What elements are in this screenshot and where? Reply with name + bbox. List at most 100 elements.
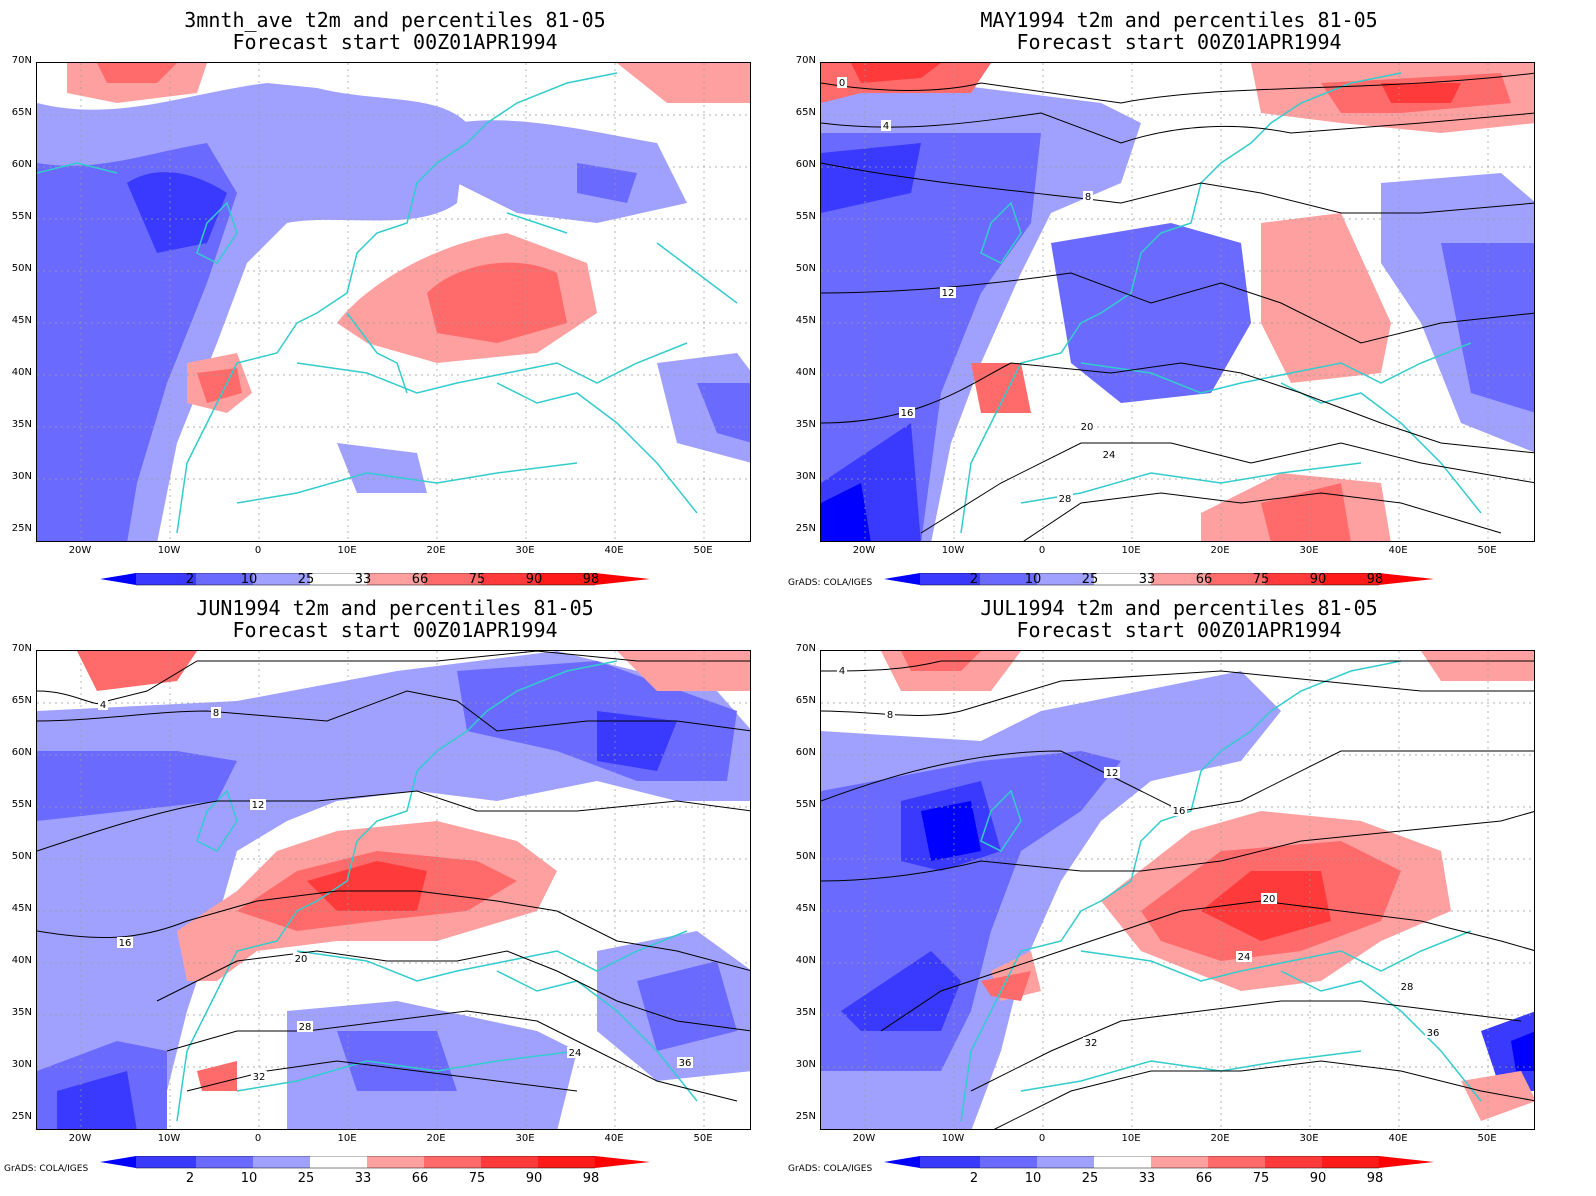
lat-label: 50N [795,263,816,274]
colorbar-label: 25 [1081,1171,1099,1186]
colorbar-label: 98 [582,572,600,587]
lon-label: 20W [68,545,92,556]
lat-label: 25N [11,523,32,534]
lon-label: 10W [157,1133,181,1144]
lat-label: 50N [11,851,32,862]
colorbar-label: 25 [1081,572,1099,587]
contour-label: 36 [679,1058,692,1069]
lon-label: 50E [1477,545,1497,556]
lon-label: 20E [1210,545,1230,556]
colorbar-label: 25 [297,572,315,587]
contour-label: 16 [119,938,132,949]
lon-label: 20W [852,545,876,556]
map-panel-jul1994: JUL1994 t2m and percentiles 81-05 Foreca… [784,588,1574,1186]
colorbar-label: 90 [525,1171,543,1186]
lat-label: 50N [795,851,816,862]
colorbar-label: 2 [185,1171,195,1186]
lon-label: 40E [604,545,624,556]
colorbar-label: 75 [1252,572,1270,587]
contour-label: 0 [839,78,845,89]
panel-subtitle: Forecast start 00Z01APR1994 [1016,30,1342,54]
lat-label: 40N [11,367,32,378]
colorbar-label: 10 [1024,572,1042,587]
lat-label: 40N [795,367,816,378]
credit-text: GrADS: COLA/IGES [788,1164,873,1174]
map-area [36,62,751,542]
lon-label: 30E [1299,1133,1319,1144]
map-panel-jun1994: JUN1994 t2m and percentiles 81-05 Foreca… [0,588,790,1186]
contour-label: 20 [1081,422,1094,433]
lon-label: 30E [1299,545,1319,556]
lat-label: 35N [795,1007,816,1018]
lon-label: 40E [1388,545,1408,556]
lat-label: 45N [795,315,816,326]
colorbar-label: 90 [1309,572,1327,587]
map-area: 0 4 8 12 16 20 24 28 [820,62,1535,542]
colorbar-label: 10 [240,1171,258,1186]
contour-label: 28 [1401,982,1414,993]
map-panel-may1994: MAY1994 t2m and percentiles 81-05 Foreca… [784,0,1574,590]
contour-label: 20 [1263,894,1276,905]
credit-text: GrADS: COLA/IGES [788,578,873,588]
contour-label: 24 [1238,952,1251,963]
colorbar-label: 33 [1138,1171,1156,1186]
lon-label: 10E [337,545,357,556]
lat-label: 70N [795,643,816,654]
lat-label: 45N [795,903,816,914]
contour-label: 4 [883,121,889,132]
lat-label: 60N [11,159,32,170]
colorbar-label: 98 [1366,572,1384,587]
contour-label: 20 [295,954,308,965]
contour-label: 16 [901,408,914,419]
lat-label: 40N [795,955,816,966]
contour-label: 36 [1427,1028,1440,1039]
colorbar-label: 2 [185,572,195,587]
lon-label: 10E [337,1133,357,1144]
lat-label: 30N [11,471,32,482]
lat-label: 65N [11,107,32,118]
map-area: 4 8 12 16 20 24 28 32 36 [820,650,1535,1130]
lat-label: 30N [795,1059,816,1070]
contour-label: 4 [100,700,106,711]
colorbar [884,572,1444,593]
contour-label: 32 [1085,1038,1098,1049]
contour-label: 16 [1173,806,1186,817]
colorbar-label: 66 [411,572,429,587]
contour-label: 8 [1085,192,1091,203]
colorbar [100,1155,660,1176]
colorbar-label: 10 [240,572,258,587]
lon-label: 10W [941,545,965,556]
colorbar-label: 66 [411,1171,429,1186]
colorbar-label: 2 [969,1171,979,1186]
colorbar-label: 98 [1366,1171,1384,1186]
colorbar-label: 25 [297,1171,315,1186]
lat-label: 30N [11,1059,32,1070]
panel-title: MAY1994 t2m and percentiles 81-05 [980,8,1378,32]
lat-label: 55N [795,799,816,810]
colorbar-label: 75 [1252,1171,1270,1186]
lon-label: 10W [157,545,181,556]
lat-label: 25N [11,1111,32,1122]
lon-label: 50E [693,1133,713,1144]
lat-label: 70N [11,55,32,66]
lon-label: 30E [515,1133,535,1144]
colorbar-label: 90 [1309,1171,1327,1186]
map-panel-3month: 3mnth_ave t2m and percentiles 81-05 Fore… [0,0,790,590]
colorbar-label: 10 [1024,1171,1042,1186]
contour-label: 32 [253,1072,266,1083]
lat-label: 35N [795,419,816,430]
colorbar-label: 75 [468,1171,486,1186]
lon-label: 20W [68,1133,92,1144]
panel-title: 3mnth_ave t2m and percentiles 81-05 [184,8,606,32]
contour-label: 28 [1059,494,1072,505]
panel-title: JUL1994 t2m and percentiles 81-05 [980,596,1378,620]
lat-label: 25N [795,1111,816,1122]
colorbar-label: 33 [1138,572,1156,587]
colorbar-label: 75 [468,572,486,587]
contour-label: 28 [299,1022,312,1033]
lat-label: 60N [11,747,32,758]
lat-label: 30N [795,471,816,482]
lat-label: 60N [795,159,816,170]
colorbar-label: 90 [525,572,543,587]
lon-label: 0 [254,545,262,556]
